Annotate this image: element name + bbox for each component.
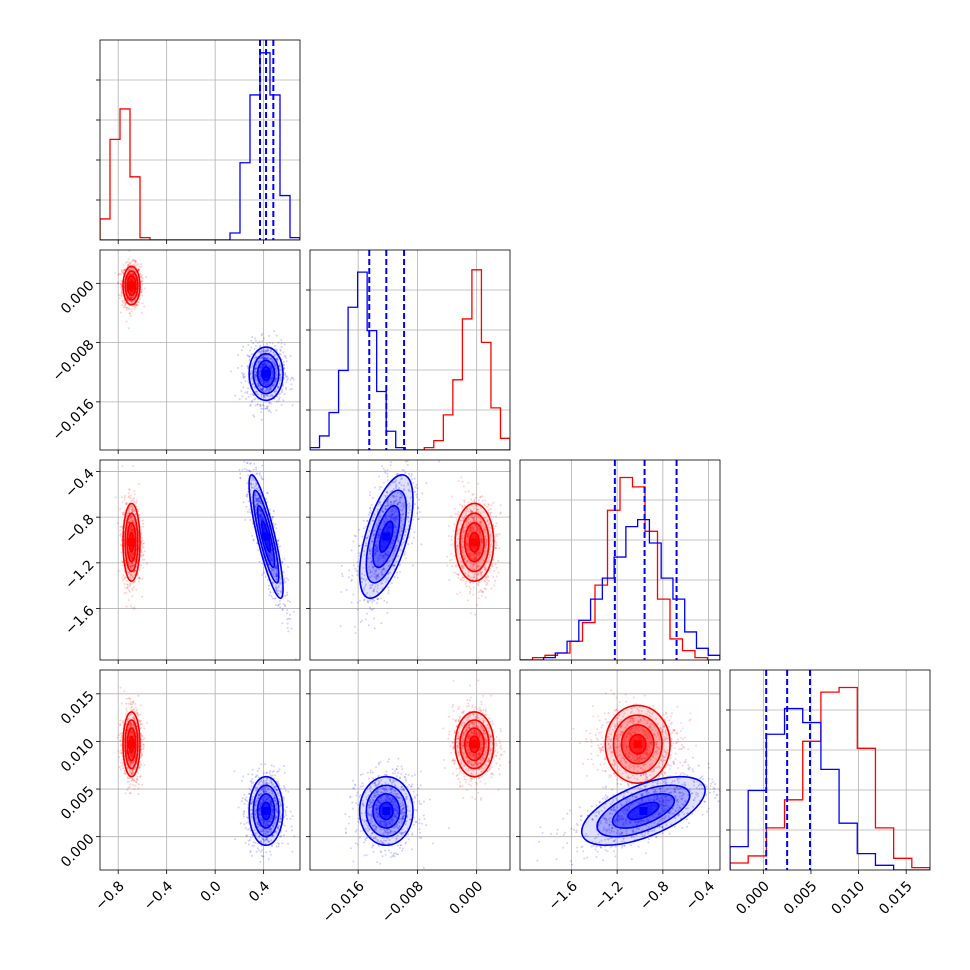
- blue-peak: [262, 532, 271, 541]
- panel-2-1: [306, 459, 511, 664]
- blue-contour: [627, 801, 660, 821]
- blue-contour: [358, 775, 414, 847]
- axes-frame: [519, 669, 721, 871]
- red-peak: [127, 740, 136, 749]
- blue-contour: [596, 784, 691, 838]
- red-contour: [126, 522, 137, 563]
- red-histogram: [310, 269, 510, 450]
- blue-peak: [262, 806, 271, 815]
- red-contour: [124, 719, 139, 770]
- blue-contour: [248, 775, 284, 847]
- axes-frame: [519, 459, 721, 661]
- axes-frame: [309, 459, 511, 661]
- red-contour: [468, 531, 481, 553]
- red-histogram: [520, 476, 720, 660]
- red-contour: [604, 704, 671, 784]
- blue-histogram: [520, 518, 720, 660]
- panel-2-2: [516, 459, 721, 664]
- red-histogram: [100, 108, 300, 240]
- blue-contour: [256, 504, 276, 569]
- red-contour: [124, 270, 139, 301]
- red-histogram: [730, 686, 930, 870]
- grid: [520, 460, 720, 660]
- blue-contour: [248, 474, 284, 600]
- panel-0-0: [96, 39, 301, 244]
- red-contour: [459, 512, 490, 573]
- red-contour: [126, 275, 137, 296]
- panel-2-0: −1.6−1.2−0.8−0.4: [62, 459, 301, 664]
- red-contour: [464, 727, 485, 762]
- blue-histogram: [310, 271, 510, 450]
- grid: [310, 250, 510, 450]
- blue-contour: [256, 793, 276, 829]
- red-contour: [459, 719, 490, 770]
- red-contour: [122, 265, 141, 306]
- axes-frame: [99, 249, 301, 451]
- blue-contour: [358, 474, 414, 600]
- blue-peak: [262, 369, 271, 378]
- red-peak: [470, 538, 479, 547]
- blue-contour: [365, 784, 408, 838]
- red-peak: [127, 281, 136, 290]
- red-contour: [122, 502, 141, 582]
- blue-contour: [256, 359, 276, 388]
- blue-contour: [252, 489, 280, 584]
- blue-contour: [372, 504, 401, 569]
- blue-contour: [611, 793, 676, 829]
- panel-1-1: [306, 249, 511, 454]
- red-contour: [122, 711, 141, 778]
- blue-contour: [261, 366, 272, 382]
- red-contour: [612, 714, 663, 775]
- blue-contour: [252, 352, 280, 395]
- blue-histogram: [100, 52, 300, 240]
- red-contour: [124, 512, 139, 573]
- red-contour: [620, 724, 655, 765]
- axes-frame: [309, 669, 511, 871]
- axes-frame: [309, 249, 511, 451]
- blue-contour: [261, 801, 272, 821]
- red-contour: [454, 711, 495, 778]
- grid: [310, 670, 510, 870]
- red-peak: [470, 740, 479, 749]
- red-contour: [126, 727, 137, 762]
- red-peak: [127, 538, 136, 547]
- grid: [310, 460, 510, 660]
- red-contour: [464, 522, 485, 563]
- blue-contour: [372, 793, 401, 829]
- blue-contour: [580, 775, 706, 847]
- axes-frame: [729, 669, 931, 871]
- red-contour: [468, 735, 481, 754]
- blue-peak: [382, 806, 391, 815]
- axes-frame: [99, 669, 301, 871]
- grid: [100, 40, 300, 240]
- blue-contour: [378, 801, 394, 821]
- red-contour: [454, 502, 495, 582]
- blue-contour: [378, 520, 394, 553]
- blue-contour: [252, 784, 280, 838]
- blue-peak: [382, 532, 391, 541]
- blue-contour: [248, 346, 284, 402]
- red-peak: [633, 740, 642, 749]
- blue-peak: [639, 806, 648, 815]
- axes-frame: [99, 39, 301, 241]
- axes-frame: [99, 459, 301, 661]
- blue-contour: [365, 489, 408, 584]
- blue-histogram: [730, 707, 930, 870]
- red-contour: [628, 733, 647, 755]
